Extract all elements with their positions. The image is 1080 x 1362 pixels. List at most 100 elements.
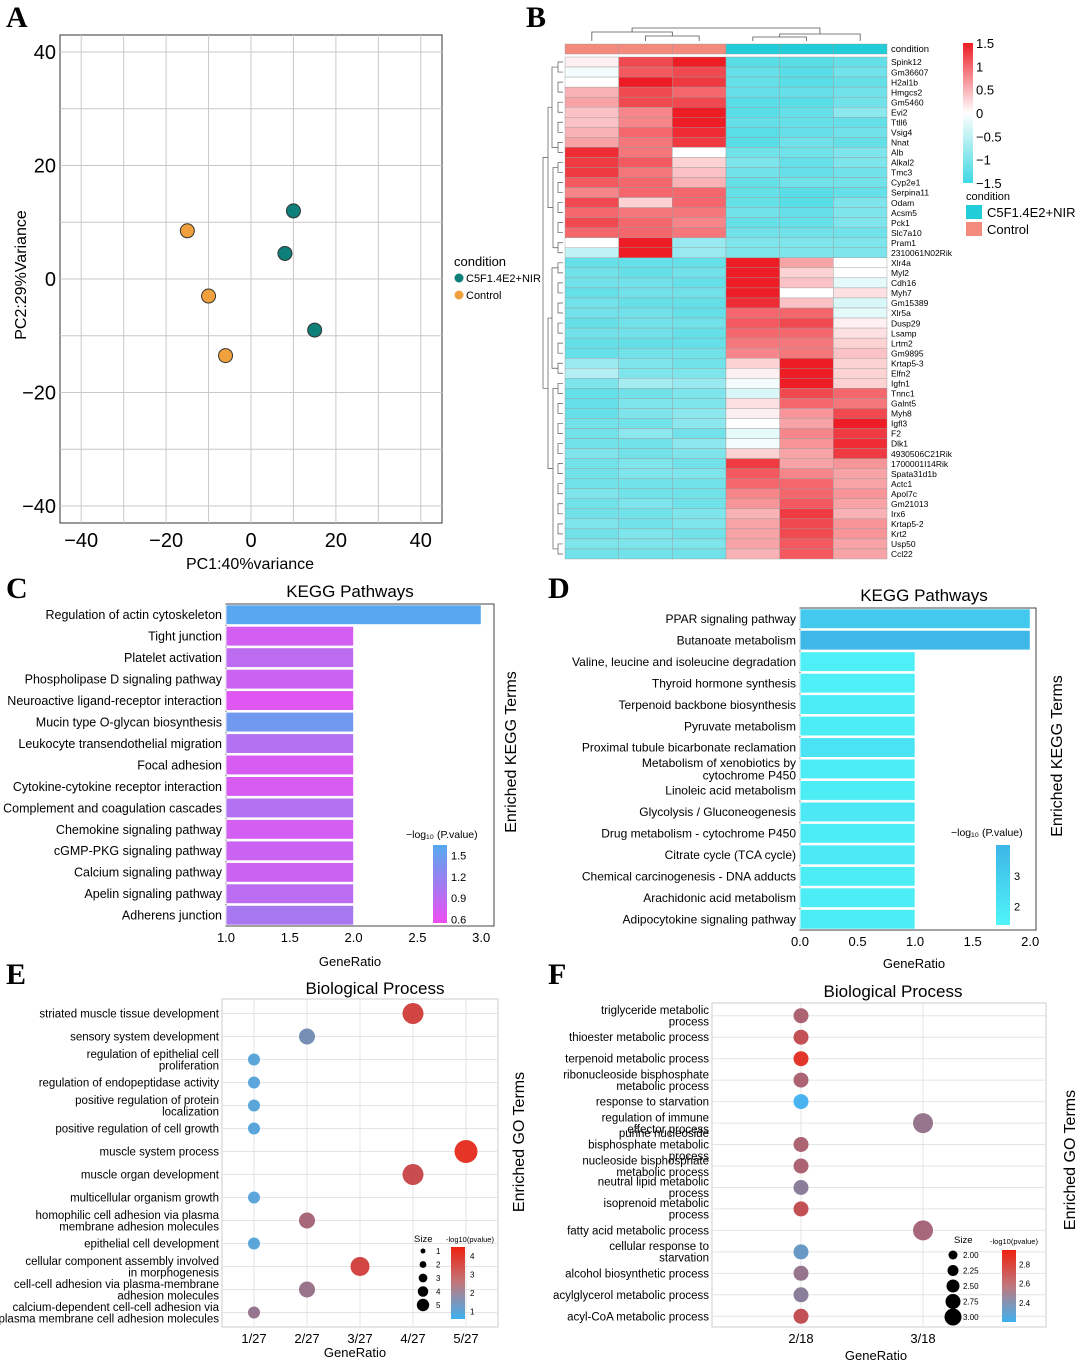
- heatmap-cell: [672, 358, 727, 369]
- go-e-term-label: cellular component assembly involved in m…: [25, 1256, 219, 1280]
- panel-letter-b: B: [526, 1, 546, 34]
- kegg-d-bar: [799, 909, 916, 930]
- heatmap-gene-label: Igfn1: [891, 379, 910, 389]
- go-f-dot: [913, 1113, 933, 1134]
- heatmap-cell: [833, 66, 888, 78]
- heatmap-cell: [564, 267, 619, 279]
- go-f-dot: [793, 1094, 809, 1110]
- heatmap-row-dendrogram: [557, 121, 563, 133]
- heatmap-cell: [725, 167, 780, 178]
- go-f-term-label: fatty acid metabolic process: [567, 1225, 709, 1237]
- heatmap-cell: [779, 358, 834, 369]
- heatmap-cell: [833, 528, 888, 540]
- heatmap-condition-cell: [564, 43, 619, 55]
- go-f-term-label: triglyceride metabolic process: [601, 1005, 709, 1029]
- heatmap-row-dendrogram: [557, 423, 563, 434]
- heatmap-cell: [672, 428, 727, 439]
- kegg-d-legend-title: −log₁₀ (P.value): [951, 827, 1023, 839]
- go-f-dot: [793, 1008, 809, 1024]
- heatmap-row-dendrogram: [557, 141, 563, 153]
- panel-letter-e: E: [6, 958, 26, 991]
- heatmap-legend-control-swatch: [966, 222, 982, 236]
- heatmap-cell: [779, 378, 834, 389]
- heatmap-cell: [833, 96, 888, 108]
- pca-y-tick: 40: [34, 42, 56, 64]
- heatmap-cell: [833, 297, 888, 309]
- kegg-d-category-label: Adipocytokine signaling pathway: [623, 913, 796, 927]
- heatmap-cell: [833, 347, 888, 359]
- kegg-c-category-label: Calcium signaling pathway: [74, 866, 223, 880]
- kegg-c-bar: [225, 604, 482, 626]
- pca-point-control: [218, 348, 234, 364]
- heatmap-cell: [779, 297, 834, 309]
- heatmap: Spink12Gm36607H2al1bHmgcs2Gm5460Evi2Ttll…: [542, 27, 1076, 560]
- heatmap-cell: [833, 157, 888, 168]
- heatmap-cell: [725, 418, 780, 429]
- heatmap-condition-cell: [672, 43, 727, 55]
- go-f-x-tick: 3/18: [910, 1331, 935, 1346]
- heatmap-cell: [725, 478, 780, 489]
- heatmap-cell: [833, 337, 888, 349]
- heatmap-cell: [779, 518, 834, 530]
- heatmap-cell: [672, 127, 727, 138]
- heatmap-cell: [672, 498, 727, 510]
- heatmap-row-dendrogram: [542, 157, 548, 389]
- kegg-d-bar: [799, 844, 916, 866]
- heatmap-cell: [779, 458, 834, 469]
- heatmap-cell: [672, 207, 727, 218]
- heatmap-cell: [779, 337, 834, 349]
- kegg-d-bar: [799, 823, 916, 844]
- go-e-term-label: calcium-dependent cell-cell adhesion via…: [0, 1302, 220, 1326]
- go-f-ylabel: Enriched GO Terms: [1062, 1090, 1079, 1230]
- pca-legend-teal-swatch: [454, 273, 464, 283]
- heatmap-cell: [833, 478, 888, 489]
- heatmap-cell: [779, 478, 834, 489]
- heatmap-cell: [833, 438, 888, 449]
- heatmap-cell: [779, 227, 834, 238]
- heatmap-cell: [725, 86, 780, 98]
- go-f-term-label: response to starvation: [596, 1097, 709, 1109]
- pca-legend-item-nir: C5F1.4E2+NIR: [466, 273, 541, 285]
- kegg-d-category-label: Drug metabolism - cytochrome P450: [601, 827, 796, 841]
- heatmap-cell: [618, 96, 673, 108]
- heatmap-cell: [564, 297, 619, 309]
- heatmap-cell: [564, 378, 619, 389]
- heatmap-cell: [564, 458, 619, 469]
- heatmap-cell: [564, 117, 619, 128]
- heatmap-cell: [725, 217, 780, 228]
- heatmap-cell: [779, 528, 834, 540]
- heatmap-cell: [564, 157, 619, 168]
- go-e-term-label: epithelial cell development: [84, 1239, 220, 1251]
- heatmap-cell: [833, 86, 888, 98]
- heatmap-cell: [564, 518, 619, 530]
- heatmap-cell: [725, 538, 780, 550]
- heatmap-gene-label: Lsamp: [891, 328, 917, 338]
- heatmap-gene-label: Krt2: [891, 529, 907, 539]
- heatmap-cell: [618, 117, 673, 128]
- heatmap-row-dendrogram: [557, 282, 563, 294]
- heatmap-row-dendrogram: [557, 342, 563, 354]
- heatmap-gene-label: 4930506C21Rik: [891, 449, 953, 459]
- heatmap-cell: [725, 207, 780, 218]
- go-f-size-swatch: [944, 1308, 962, 1326]
- go-e-dot: [248, 1191, 260, 1204]
- kegg-d-category-label: Pyruvate metabolism: [684, 719, 796, 733]
- go-f-x-tick: 2/18: [788, 1331, 813, 1346]
- heatmap-gene-label: Krtap5-3: [891, 358, 924, 368]
- heatmap-row-dendrogram: [557, 222, 563, 234]
- heatmap-cell: [564, 418, 619, 429]
- heatmap-cell: [725, 307, 780, 319]
- heatmap-cell: [779, 117, 834, 128]
- heatmap-row-dendrogram: [557, 182, 563, 193]
- go-f-dot: [793, 1244, 809, 1260]
- heatmap-cell: [618, 237, 673, 248]
- go-e-scale-tick: 2: [470, 1289, 475, 1298]
- kegg-c-x-tick: 1.0: [217, 930, 235, 945]
- heatmap-row-dendrogram: [557, 262, 563, 274]
- go-f-color-scale: [1002, 1250, 1016, 1322]
- heatmap-cell: [672, 368, 727, 379]
- heatmap-cell: [564, 167, 619, 178]
- heatmap-cell: [779, 548, 834, 560]
- heatmap-cell: [833, 368, 888, 379]
- heatmap-cell: [618, 167, 673, 178]
